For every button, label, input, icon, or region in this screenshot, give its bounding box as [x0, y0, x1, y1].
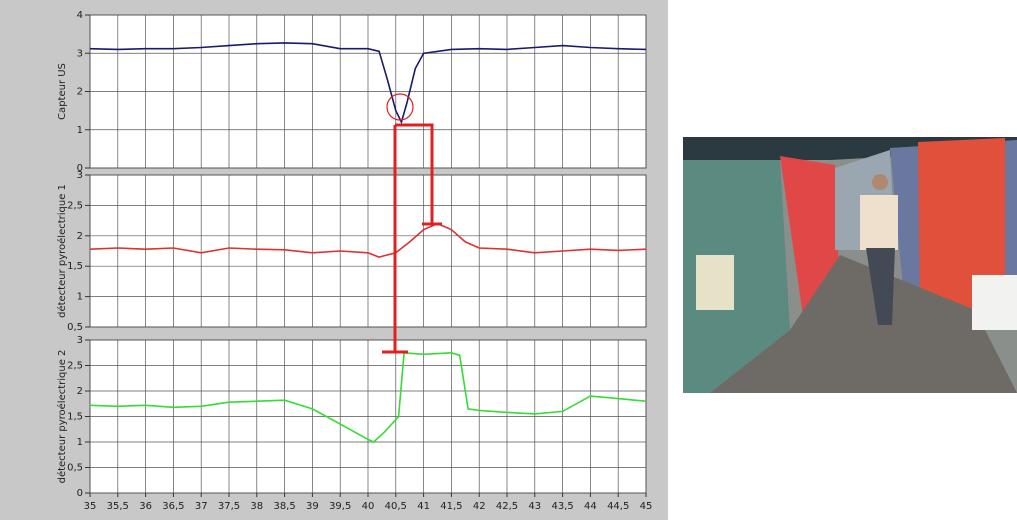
y-axis-label: détecteur pyroélectrique 1: [56, 184, 68, 318]
y-tick-label: 3: [77, 170, 83, 181]
y-tick-label: 0,5: [67, 322, 83, 333]
x-tick-label: 40: [362, 501, 375, 512]
x-tick-label: 40,5: [385, 501, 407, 512]
y-tick-label: 0,5: [67, 463, 83, 474]
person-legs: [866, 248, 895, 325]
photo: [683, 137, 1017, 393]
y-tick-label: 2: [77, 386, 83, 397]
y-tick-label: 4: [77, 10, 83, 21]
x-tick-label: 42: [473, 501, 486, 512]
y-tick-label: 1: [77, 125, 83, 136]
data-line: [89, 351, 647, 443]
x-tick-label: 38,5: [273, 501, 295, 512]
x-tick-label: 35,5: [107, 501, 129, 512]
x-tick-label: 43,5: [551, 501, 573, 512]
x-tick-label: 43: [528, 501, 541, 512]
y-axis-label: détecteur pyroélectrique 2: [56, 350, 68, 484]
plots: 0 1 2 3 4 Capteur US 0,5 1 1,5 2 2,5 3 détecteur pyr…: [56, 10, 652, 512]
left-wall: [683, 160, 790, 393]
data-line: [89, 42, 647, 125]
person-head: [872, 174, 888, 190]
y-tick-label: 1,5: [67, 261, 83, 272]
y-tick-label: 0: [77, 488, 83, 499]
x-tick-label: 36,5: [162, 501, 184, 512]
annotation: [382, 93, 442, 354]
x-tick-label: 41: [417, 501, 430, 512]
x-tick-label: 41,5: [440, 501, 462, 512]
y-tick-label: 1: [77, 292, 83, 303]
annotation-line: [395, 123, 434, 224]
x-tick-label: 44,5: [607, 501, 629, 512]
y-tick-label: 1: [77, 437, 83, 448]
y-tick-label: 2,5: [67, 200, 83, 211]
x-tick-label: 37: [195, 501, 208, 512]
x-tick-label: 45: [640, 501, 653, 512]
x-tick-label: 38: [250, 501, 263, 512]
poster: [696, 255, 734, 310]
y-tick-label: 3: [77, 48, 83, 59]
y-tick-label: 2,5: [67, 361, 83, 372]
x-tick-label: 44: [584, 501, 597, 512]
y-axis-label: Capteur US: [57, 63, 68, 120]
annotation-circle: [386, 93, 414, 121]
x-tick-label: 35: [84, 501, 97, 512]
red-door-2: [918, 138, 1005, 310]
floor: [710, 255, 1017, 393]
person-torso: [860, 195, 898, 250]
table: [972, 275, 1017, 330]
x-tick-label: 39,5: [329, 501, 351, 512]
x-tick-label: 37,5: [218, 501, 240, 512]
y-tick-label: 0: [77, 163, 83, 174]
x-tick-label: 36: [139, 501, 152, 512]
y-tick-label: 2: [77, 87, 83, 98]
y-tick-label: 1,5: [67, 412, 83, 423]
y-tick-label: 3: [77, 335, 83, 346]
x-tick-label: 39: [306, 501, 319, 512]
x-tick-label: 42,5: [496, 501, 518, 512]
y-tick-label: 2: [77, 231, 83, 242]
